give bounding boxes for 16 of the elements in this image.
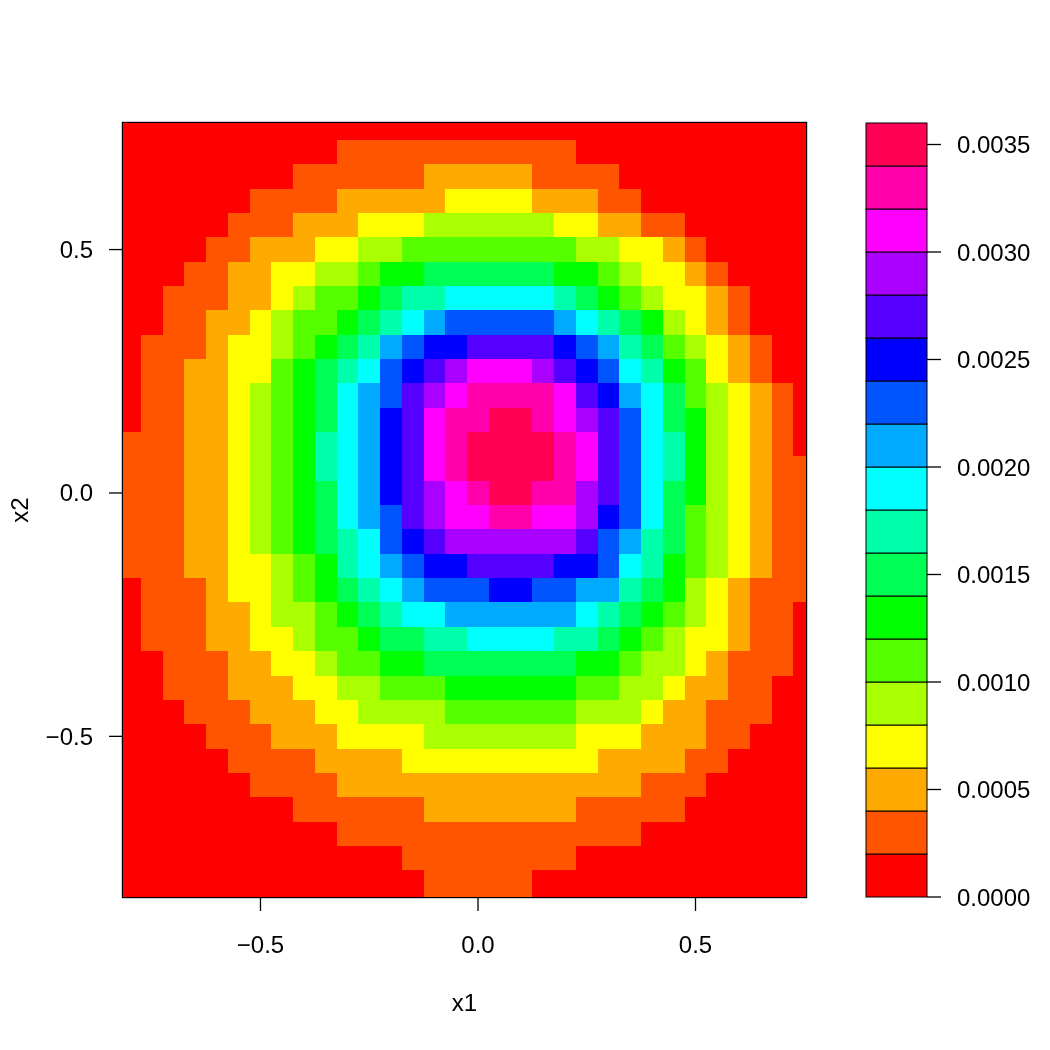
x-tick-label: 0.0 bbox=[461, 931, 495, 958]
color-bar-label: 0.0020 bbox=[957, 453, 1031, 481]
y-axis-title: x2 bbox=[6, 497, 33, 523]
y-tick-label: 0.0 bbox=[59, 479, 93, 507]
color-bar-label: 0.0010 bbox=[957, 668, 1031, 696]
color-bar-label: 0.0015 bbox=[957, 561, 1031, 588]
y-tick-label: −0.5 bbox=[45, 722, 93, 750]
color-bar-label: 0.0035 bbox=[957, 131, 1031, 158]
x-tick-label: −0.5 bbox=[236, 931, 285, 958]
color-bar-label: 0.0025 bbox=[957, 346, 1031, 373]
color-bar-label: 0.0030 bbox=[957, 238, 1031, 266]
x-tick-label: 0.5 bbox=[678, 931, 713, 958]
y-tick-label: 0.5 bbox=[59, 236, 93, 264]
color-bar-label: 0.0005 bbox=[957, 776, 1031, 803]
color-bar-label: 0.0000 bbox=[957, 883, 1031, 911]
x-axis-title: x1 bbox=[451, 989, 478, 1016]
